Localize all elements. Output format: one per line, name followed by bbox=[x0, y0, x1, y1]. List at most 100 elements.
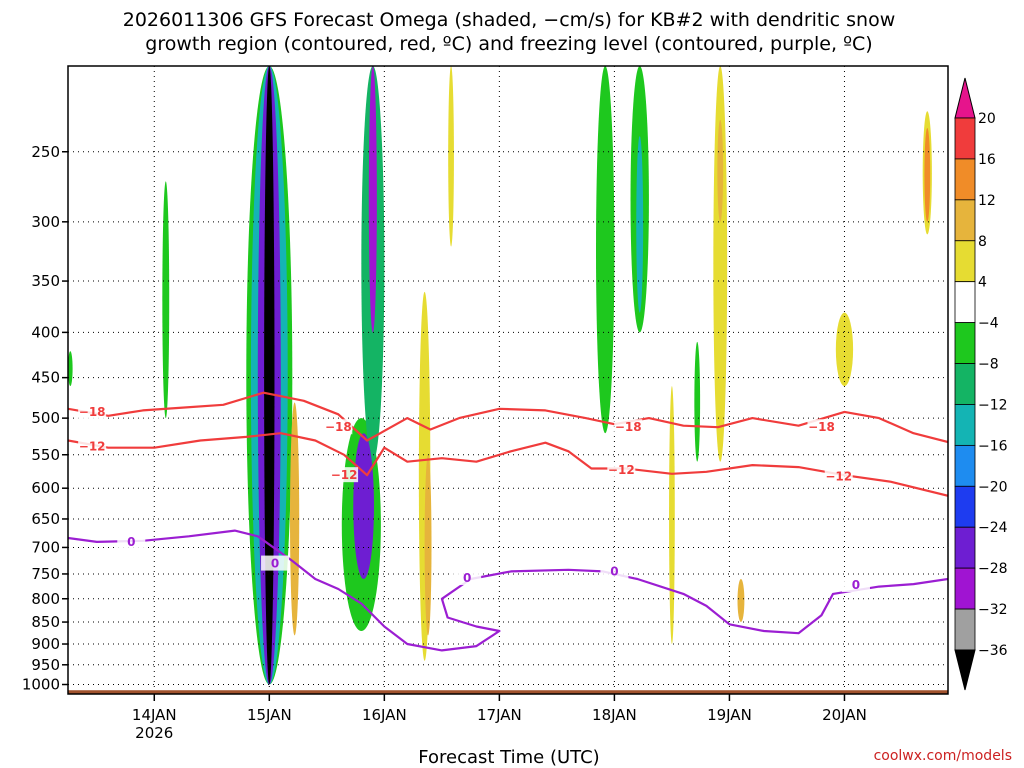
contour-line-0 bbox=[68, 529, 948, 652]
omega-shade-10 bbox=[290, 402, 300, 636]
x-tick-label: 18JAN bbox=[592, 706, 637, 724]
colorbar-swatch bbox=[954, 117, 976, 160]
omega-colorbar: 20 16 12 8 4 −4 −8 −12 −16 −20 −24 −28 −32 −36 bbox=[954, 77, 1008, 691]
omega-shade-6 bbox=[669, 386, 675, 645]
contour-label-bg bbox=[330, 467, 359, 483]
x-axis-title: Forecast Time (UTC) bbox=[418, 747, 599, 768]
colorbar-label: −28 bbox=[978, 561, 1008, 577]
plot-area: −18 −12 −18 −12 −18 −12 −18 −12 0 0 0 0 0 bbox=[67, 65, 949, 695]
omega-shade-10 bbox=[737, 579, 745, 623]
colorbar-swatch bbox=[954, 404, 976, 446]
contour-label-bg bbox=[261, 555, 290, 571]
x-tick-label: 14JAN bbox=[132, 706, 177, 724]
omega-shade--40 bbox=[264, 66, 275, 685]
omega-shade--6 bbox=[162, 181, 170, 419]
omega-shade--6 bbox=[596, 66, 615, 434]
y-tick-label: 800 bbox=[31, 590, 60, 608]
colorbar-swatch bbox=[954, 567, 976, 610]
contour-label: −18 bbox=[79, 405, 106, 419]
terrain-fill bbox=[68, 690, 948, 694]
colorbar-label: −8 bbox=[978, 357, 999, 373]
colorbar-swatch bbox=[954, 363, 976, 405]
contour-label: 0 bbox=[852, 578, 860, 592]
contour-line-neg12 bbox=[68, 432, 948, 497]
contour-label: −18 bbox=[808, 420, 835, 434]
contour-label: −12 bbox=[608, 463, 635, 477]
colorbar-swatch bbox=[954, 199, 976, 242]
contour-label: −12 bbox=[79, 439, 106, 453]
colorbar-label: −16 bbox=[978, 438, 1008, 454]
contour-label-bg bbox=[824, 468, 853, 484]
omega-shade--30 bbox=[368, 66, 377, 333]
contour-label: 0 bbox=[271, 557, 279, 571]
omega-shade-6 bbox=[713, 66, 728, 462]
y-tick-label: 450 bbox=[31, 369, 60, 387]
colorbar-under-triangle bbox=[954, 649, 976, 691]
chart-title-line-2: growth region (contoured, red, ºC) and f… bbox=[145, 33, 872, 55]
contour-label-bg bbox=[78, 403, 107, 419]
omega-shade--6 bbox=[694, 341, 701, 462]
x-tick-label: 15JAN bbox=[247, 706, 292, 724]
y-tick-label: 700 bbox=[31, 538, 60, 556]
contour-label: 0 bbox=[610, 564, 618, 578]
omega-shade--6 bbox=[68, 351, 73, 387]
contour-label: 0 bbox=[127, 535, 135, 549]
colorbar-swatch bbox=[954, 485, 976, 528]
contour-label-bg bbox=[324, 419, 353, 435]
contour-label: −18 bbox=[615, 420, 642, 434]
colorbar-label: −4 bbox=[978, 316, 999, 332]
colorbar-label: 12 bbox=[978, 193, 996, 209]
contour-label-bg bbox=[453, 570, 482, 586]
colorbar-swatch bbox=[954, 281, 976, 324]
plot-inner: −18 −12 −18 −12 −18 −12 −18 −12 0 0 0 0 0 bbox=[68, 66, 948, 694]
contour-label-bg bbox=[614, 419, 643, 435]
chart-title-line-1: 2026011306 GFS Forecast Omega (shaded, −… bbox=[123, 9, 896, 31]
y-tick-label: 650 bbox=[31, 510, 60, 528]
colorbar-label: 20 bbox=[978, 111, 996, 127]
y-tick-label: 750 bbox=[31, 565, 60, 583]
colorbar-swatch bbox=[954, 322, 976, 364]
colorbar-swatch bbox=[954, 526, 976, 569]
y-tick-label: 250 bbox=[31, 143, 60, 161]
y-tick-label: 600 bbox=[31, 479, 60, 497]
colorbar-label: −32 bbox=[978, 602, 1008, 618]
y-tick-label: 400 bbox=[31, 323, 60, 341]
omega-shade-10 bbox=[424, 454, 432, 636]
y-tick-label: 500 bbox=[31, 409, 60, 427]
y-tick-label: 850 bbox=[31, 613, 60, 631]
contour-label: 0 bbox=[463, 571, 471, 585]
contour-label: −12 bbox=[331, 468, 358, 482]
contour-label-bg bbox=[117, 533, 146, 549]
contour-label: −12 bbox=[825, 469, 852, 483]
y-tick-label: 900 bbox=[31, 635, 60, 653]
colorbar-swatch bbox=[954, 608, 976, 651]
colorbar-over-triangle bbox=[954, 77, 976, 119]
contour-label-bg bbox=[607, 461, 636, 477]
contour-label-bg bbox=[78, 438, 107, 454]
y-tick-label: 550 bbox=[31, 446, 60, 464]
y-tick-label: 1000 bbox=[22, 676, 60, 694]
credit-link[interactable]: coolwx.com/models bbox=[874, 748, 1012, 764]
colorbar-label: −20 bbox=[978, 479, 1008, 495]
omega-shade-6 bbox=[835, 312, 854, 387]
x-tick-label: 20JAN bbox=[822, 706, 867, 724]
contour-line-neg18 bbox=[68, 391, 948, 444]
y-tick-label: 350 bbox=[31, 272, 60, 290]
pressure-axis: 250 300 350 400 450 500 550 600 650 700 750 800 850 9… bbox=[22, 143, 68, 694]
omega-shade--14 bbox=[636, 136, 644, 313]
colorbar-label: 8 bbox=[978, 234, 987, 250]
omega-shade--26 bbox=[353, 433, 374, 580]
x-tick-sublabel: 2026 bbox=[135, 724, 173, 742]
contour-label: −18 bbox=[325, 420, 352, 434]
colorbar-label: −24 bbox=[978, 520, 1008, 536]
contour-label-bg bbox=[807, 419, 836, 435]
x-tick-label: 16JAN bbox=[362, 706, 407, 724]
colorbar-label: 4 bbox=[978, 275, 987, 291]
colorbar-swatch bbox=[954, 158, 976, 201]
y-tick-label: 950 bbox=[31, 656, 60, 674]
contour-label-bg bbox=[841, 577, 870, 593]
contour-label-bg bbox=[600, 563, 629, 579]
colorbar-swatch bbox=[954, 240, 976, 283]
colorbar-swatch bbox=[954, 444, 976, 487]
